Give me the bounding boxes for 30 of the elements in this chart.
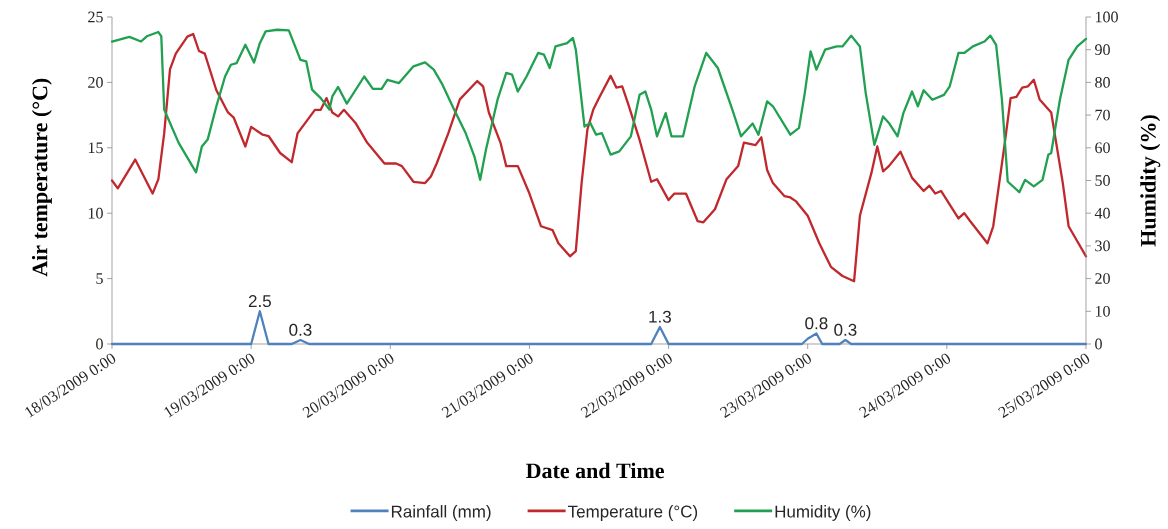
legend-label: Humidity (%): [775, 505, 871, 521]
y2-tick-label: 50: [1095, 175, 1110, 186]
x-axis-title: Date and Time: [526, 462, 664, 479]
y2-tick-label: 30: [1095, 240, 1110, 252]
data-label: 1.3: [649, 310, 671, 323]
data-label: 0.3: [834, 323, 857, 336]
y2-axis-title: Humidity (%): [1140, 115, 1161, 247]
y2-tick-label: 0: [1095, 338, 1102, 350]
y-tick-label: 25: [88, 11, 103, 23]
line-series: [110, 32, 1088, 283]
y2-tick-label: 40: [1094, 207, 1110, 219]
data-label: 0.3: [289, 323, 312, 336]
y-tick-label: 0: [96, 338, 103, 350]
y-tick-label: 5: [96, 273, 103, 284]
y2-tick-label: 80: [1095, 77, 1110, 88]
y-tick-label: 20: [88, 77, 103, 88]
y-tick-label: 15: [88, 142, 103, 154]
y2-tick-label: 10: [1095, 305, 1110, 317]
y2-tick-label: 90: [1095, 44, 1110, 56]
line-series: [110, 28, 1088, 194]
y2-tick-label: 60: [1095, 142, 1110, 154]
legend-label: Rainfall (mm): [391, 505, 491, 521]
y-tick-label: 10: [88, 207, 103, 219]
data-label: 0.8: [805, 317, 828, 330]
y2-tick-label: 70: [1095, 109, 1110, 121]
data-label: 2.5: [248, 295, 271, 308]
y-axis-title: Air temperature (°C): [31, 78, 52, 277]
y2-tick-label: 100: [1095, 11, 1118, 23]
y2-tick-label: 20: [1095, 273, 1110, 284]
legend-label: Temperature (°C): [567, 505, 698, 521]
